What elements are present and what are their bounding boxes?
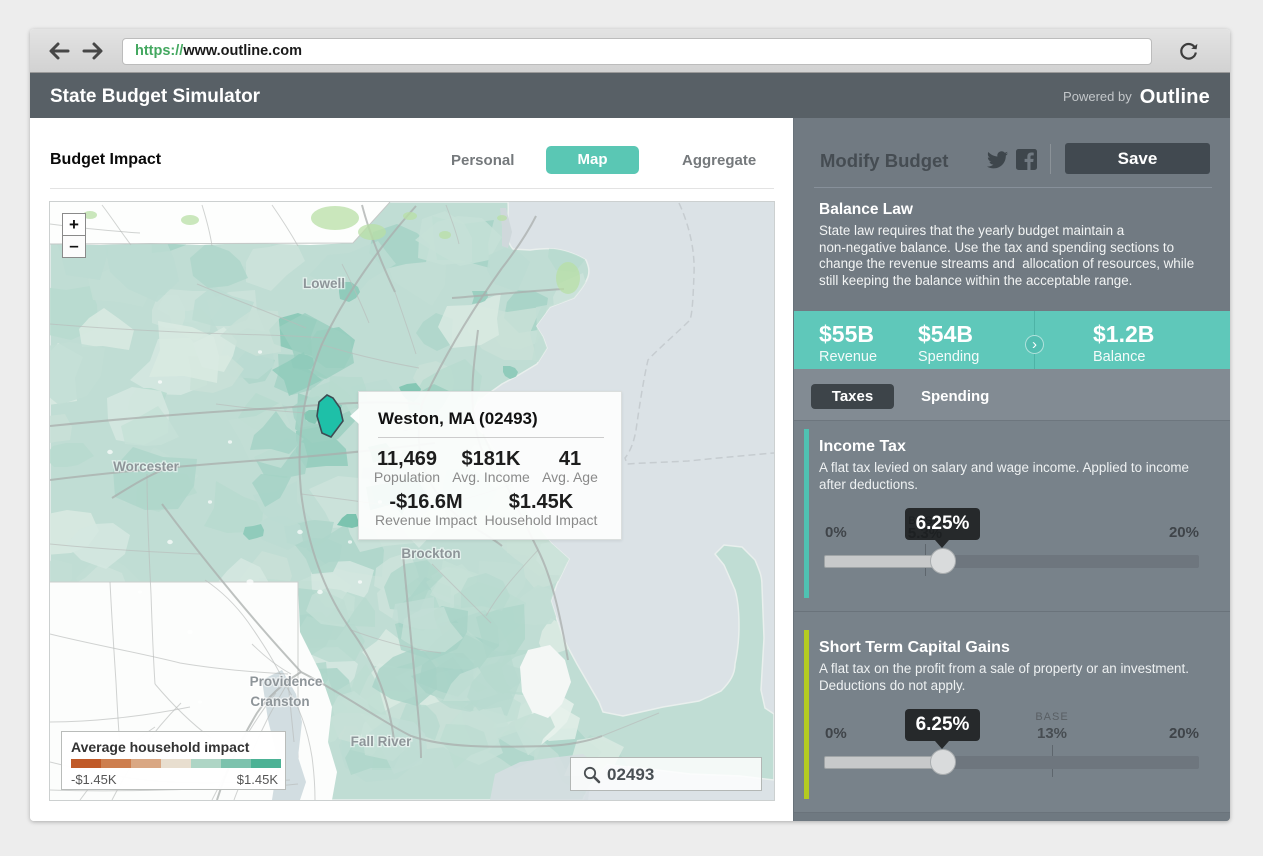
svg-text:Fall River: Fall River <box>351 734 413 749</box>
svg-text:Worcester: Worcester <box>113 459 180 474</box>
svg-text:Lowell: Lowell <box>303 276 345 291</box>
svg-text:Brockton: Brockton <box>401 546 460 561</box>
svg-text:Cranston: Cranston <box>250 694 309 709</box>
svg-text:Providence: Providence <box>250 674 323 689</box>
